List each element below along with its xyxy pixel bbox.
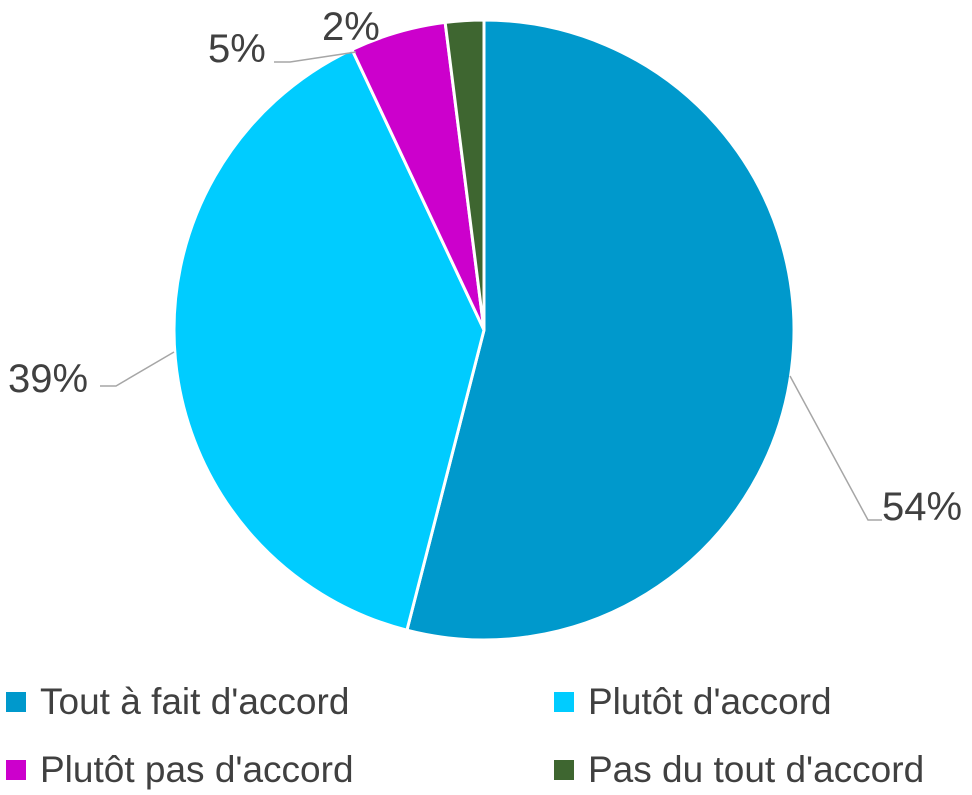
data-label-plutot-accord: 39% <box>8 357 88 401</box>
legend-item-plutot-accord: Plutôt d'accord <box>554 677 832 727</box>
legend-swatch <box>554 692 574 712</box>
legend-swatch <box>6 760 26 780</box>
leader-line-tout-a-fait <box>789 375 882 521</box>
legend-label: Tout à fait d'accord <box>40 681 350 722</box>
legend: Tout à fait d'accord Plutôt d'accord Plu… <box>0 665 972 790</box>
legend-label: Plutôt d'accord <box>588 681 832 722</box>
data-label-pas-du-tout: 2% <box>322 5 380 49</box>
leader-line-plutot-pas <box>274 51 357 63</box>
pie-slice-pas-du-tout <box>443 18 486 331</box>
legend-label: Plutôt pas d'accord <box>40 749 354 790</box>
data-label-tout-a-fait: 54% <box>882 485 962 529</box>
legend-swatch <box>554 760 574 780</box>
legend-swatch <box>6 692 26 712</box>
legend-item-tout-a-fait: Tout à fait d'accord <box>6 677 349 727</box>
pie-chart: 54% 39% 5% 2% <box>8 5 962 642</box>
data-labels: 54% 39% 5% 2% <box>8 5 962 529</box>
data-label-plutot-pas: 5% <box>208 27 266 71</box>
legend-item-plutot-pas: Plutôt pas d'accord <box>6 745 354 795</box>
leader-lines <box>100 51 882 521</box>
leader-line-plutot-accord <box>100 351 175 387</box>
pie-slices <box>172 18 796 642</box>
legend-label: Pas du tout d'accord <box>588 749 925 790</box>
legend-item-pas-du-tout: Pas du tout d'accord <box>554 745 924 795</box>
pie-slice-plutot-accord <box>172 47 486 633</box>
pie-slice-tout-a-fait <box>405 18 796 642</box>
